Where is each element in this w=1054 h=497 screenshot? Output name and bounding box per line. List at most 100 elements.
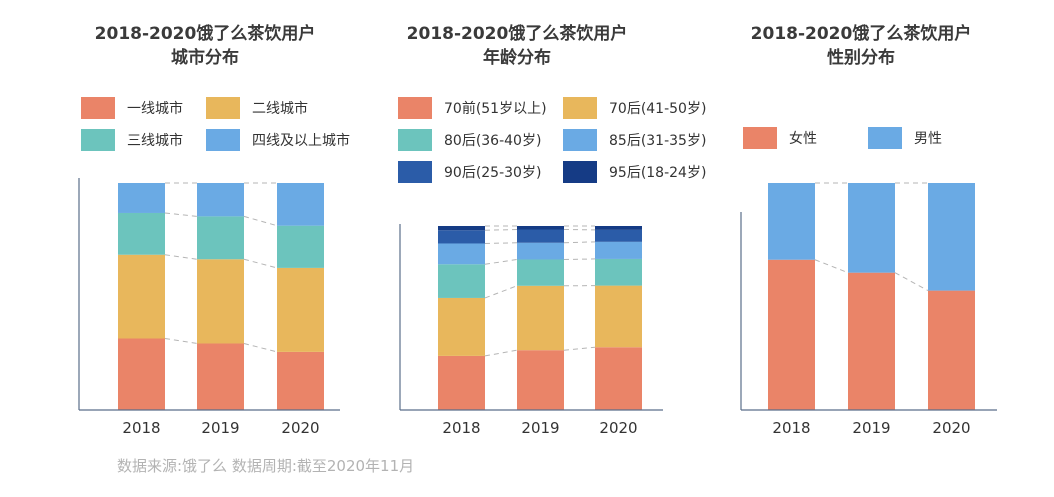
bar-segment bbox=[438, 297, 485, 356]
legend-label: 70后(41-50岁) bbox=[609, 101, 707, 117]
legend-item: 70前(51岁以上) bbox=[398, 97, 547, 119]
bar-segment bbox=[595, 347, 642, 410]
connector-line bbox=[563, 346, 596, 351]
x-tick-label: 2019 bbox=[521, 419, 559, 437]
legend-item: 95后(18-24岁) bbox=[563, 161, 706, 183]
x-tick-label: 2018 bbox=[772, 419, 810, 437]
bar-segment bbox=[438, 243, 485, 265]
bar-segment bbox=[517, 226, 564, 230]
connector-line bbox=[243, 343, 278, 353]
bar-segment bbox=[768, 259, 815, 410]
x-tick-label: 2018 bbox=[442, 419, 480, 437]
connector-line bbox=[563, 241, 596, 244]
connector-line bbox=[164, 212, 198, 217]
legend-swatch bbox=[206, 129, 240, 151]
bar-segment bbox=[197, 343, 244, 410]
bar-segment bbox=[438, 230, 485, 244]
bar-segment bbox=[517, 259, 564, 286]
legend-item: 四线及以上城市 bbox=[206, 129, 350, 151]
connector-line bbox=[484, 242, 518, 244]
bar-segment bbox=[438, 264, 485, 298]
legend-swatch bbox=[563, 97, 597, 119]
legend-swatch bbox=[206, 97, 240, 119]
legend-label: 85后(31-35岁) bbox=[609, 133, 707, 149]
connector-line bbox=[484, 349, 518, 357]
legend-swatch bbox=[398, 97, 432, 119]
connector-line bbox=[484, 228, 518, 231]
bar-segment bbox=[928, 183, 975, 291]
legend-label: 男性 bbox=[914, 131, 942, 147]
legend-label: 70前(51岁以上) bbox=[444, 101, 547, 117]
connector-line bbox=[814, 259, 849, 274]
bar-segment bbox=[517, 350, 564, 410]
legend-swatch bbox=[81, 129, 115, 151]
legend-item: 80后(36-40岁) bbox=[398, 129, 541, 151]
chart-title-city: 2018-2020饿了么茶饮用户 城市分布 bbox=[94, 24, 316, 68]
connector-line bbox=[484, 285, 518, 299]
connector-line bbox=[563, 258, 596, 260]
x-tick-label: 2019 bbox=[852, 419, 890, 437]
bar-segment bbox=[517, 229, 564, 243]
connector-line bbox=[894, 272, 929, 292]
legend-label: 95后(18-24岁) bbox=[609, 165, 707, 181]
x-tick-label: 2020 bbox=[599, 419, 637, 437]
legend-item: 女性 bbox=[743, 127, 817, 149]
connector-line bbox=[164, 338, 198, 344]
bar-segment bbox=[197, 216, 244, 260]
bar-segment bbox=[595, 226, 642, 230]
connector-line bbox=[243, 258, 278, 269]
x-tick-label: 2020 bbox=[281, 419, 319, 437]
legend-label: 二线城市 bbox=[252, 101, 308, 117]
bar-segment bbox=[277, 225, 324, 268]
bar-segment bbox=[118, 212, 165, 255]
bar-segment bbox=[595, 229, 642, 242]
bar-segment bbox=[118, 183, 165, 213]
legend-item: 85后(31-35岁) bbox=[563, 129, 706, 151]
bar-segment bbox=[768, 183, 815, 260]
legend-label: 一线城市 bbox=[127, 101, 183, 117]
legend-swatch bbox=[868, 127, 902, 149]
bar-segment bbox=[277, 267, 324, 352]
legend-item: 70后(41-50岁) bbox=[563, 97, 706, 119]
legend-item: 90后(25-30岁) bbox=[398, 161, 541, 183]
connector-line bbox=[243, 215, 278, 227]
bar-segment bbox=[517, 285, 564, 351]
legend-item: 一线城市 bbox=[81, 97, 183, 119]
legend-swatch bbox=[563, 129, 597, 151]
x-tick-label: 2019 bbox=[201, 419, 239, 437]
legend-swatch bbox=[563, 161, 597, 183]
bar-segment bbox=[517, 242, 564, 260]
legend-label: 女性 bbox=[789, 131, 817, 147]
chart-title-age: 2018-2020饿了么茶饮用户 年龄分布 bbox=[406, 24, 628, 68]
bar-segment bbox=[438, 355, 485, 410]
x-tick-label: 2020 bbox=[932, 419, 970, 437]
bar-segment bbox=[197, 259, 244, 344]
legend-swatch bbox=[398, 129, 432, 151]
legend-item: 三线城市 bbox=[81, 129, 183, 151]
bar-segment bbox=[595, 285, 642, 348]
connector-line bbox=[484, 258, 518, 265]
connector-line bbox=[164, 254, 198, 260]
bar-segment bbox=[118, 254, 165, 339]
chart-title-gender: 2018-2020饿了么茶饮用户 性别分布 bbox=[750, 24, 972, 68]
bar-segment bbox=[595, 241, 642, 259]
legend-label: 90后(25-30岁) bbox=[444, 165, 542, 181]
legend-swatch bbox=[398, 161, 432, 183]
legend-swatch bbox=[81, 97, 115, 119]
bar-segment bbox=[438, 226, 485, 231]
bar-segment bbox=[277, 183, 324, 226]
legend-swatch bbox=[743, 127, 777, 149]
x-tick-label: 2018 bbox=[122, 419, 160, 437]
legend-label: 80后(36-40岁) bbox=[444, 133, 542, 149]
legend-label: 三线城市 bbox=[127, 133, 183, 149]
bar-segment bbox=[928, 290, 975, 410]
legend-item: 男性 bbox=[868, 127, 942, 149]
bar-segment bbox=[118, 338, 165, 410]
bar-segment bbox=[848, 272, 895, 410]
bar-segment bbox=[197, 183, 244, 217]
data-source-note: 数据来源:饿了么 数据周期:截至2020年11月 bbox=[117, 457, 415, 475]
legend-item: 二线城市 bbox=[206, 97, 308, 119]
bar-segment bbox=[277, 351, 324, 410]
bar-segment bbox=[595, 258, 642, 286]
